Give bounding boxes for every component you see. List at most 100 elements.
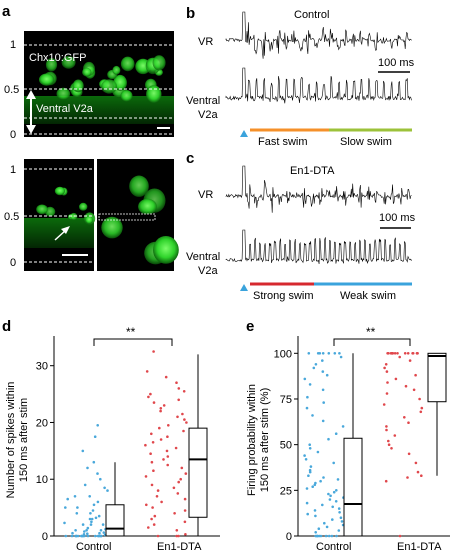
panel-c-scalebar-label: 100 ms	[379, 212, 416, 224]
panel-d-yticks: 0 10 20 30	[36, 361, 54, 543]
data-point	[71, 531, 74, 535]
panel-b-slow-label: Slow swim	[340, 136, 392, 148]
data-point	[152, 469, 155, 473]
data-point	[334, 500, 338, 503]
ytick-label: 75	[280, 394, 292, 406]
tick-a-top-0: 0	[10, 129, 16, 141]
data-point	[394, 377, 398, 381]
gfp-cell	[54, 186, 65, 196]
data-point	[97, 514, 101, 518]
ytick-label: 10	[36, 474, 48, 486]
tick-a-top-1: 1	[10, 39, 16, 51]
data-point	[88, 495, 91, 498]
data-point	[150, 460, 154, 464]
data-point	[149, 392, 152, 396]
gfp-cell	[153, 236, 179, 264]
tick-a-bot-05: 0.5	[4, 211, 19, 223]
data-point	[327, 492, 330, 496]
gfp-cell	[112, 65, 121, 75]
data-point	[316, 450, 320, 454]
panel-e-xtick-en1dta: En1-DTA	[397, 541, 442, 550]
data-point	[307, 474, 310, 478]
data-point	[175, 529, 179, 532]
panel-e-significance: **	[366, 325, 376, 339]
panel-b-vr-trace	[225, 11, 412, 59]
microscopy-bottom-left	[24, 159, 94, 271]
gfp-cell	[129, 175, 149, 197]
data-point	[317, 527, 321, 530]
data-point	[86, 526, 90, 530]
data-point	[307, 352, 311, 355]
data-point	[321, 419, 325, 423]
data-point	[164, 375, 168, 379]
data-point	[314, 534, 318, 538]
panel-d-ylabel-1: Number of spikes within	[5, 382, 17, 499]
data-point	[403, 352, 407, 355]
panel-e-points	[303, 352, 424, 538]
data-point	[165, 449, 169, 453]
panel-b-v2a-label-2: V2a	[198, 109, 218, 121]
data-point	[91, 509, 95, 512]
trace-path	[225, 67, 412, 104]
panel-e-yticks: 0 25 50 75 100	[274, 348, 298, 543]
data-point	[183, 509, 187, 512]
data-point	[403, 416, 406, 419]
data-point	[156, 489, 160, 492]
data-point	[335, 534, 338, 538]
data-point	[70, 534, 74, 538]
data-point	[306, 512, 310, 516]
panel-c-title: En1-DTA	[290, 165, 335, 177]
gfp-cell	[82, 67, 92, 77]
data-point	[156, 534, 160, 538]
data-point	[420, 406, 424, 410]
panel-b-v2a-label-1: Ventral	[186, 95, 220, 107]
ytick-label: 100	[274, 348, 292, 360]
data-point	[106, 489, 109, 492]
data-point	[335, 489, 338, 492]
data-point	[144, 475, 148, 478]
data-point	[406, 476, 409, 479]
data-point	[415, 352, 419, 355]
data-point	[82, 533, 86, 536]
arrow-pointer	[54, 226, 70, 241]
panel-b-vr-label: VR	[198, 36, 213, 48]
data-point	[64, 506, 67, 509]
panel-b-scalebar-label: 100 ms	[378, 57, 415, 69]
data-point	[305, 406, 309, 410]
data-point	[86, 534, 90, 538]
data-point	[182, 390, 186, 393]
gfp-cell	[120, 90, 133, 102]
data-point	[329, 494, 332, 498]
data-point	[304, 458, 308, 461]
gfp-cell	[101, 216, 123, 239]
data-point	[75, 512, 79, 515]
panel-a-letter: a	[2, 3, 11, 20]
data-point	[407, 452, 411, 456]
data-point	[179, 477, 182, 481]
data-point	[393, 352, 397, 355]
data-point	[99, 529, 103, 532]
data-point	[385, 392, 389, 395]
data-point	[407, 421, 410, 425]
ytick-label: 20	[36, 417, 48, 429]
ytick-label: 50	[280, 440, 292, 452]
data-point	[314, 514, 317, 518]
data-point	[316, 534, 319, 538]
panel-e-axes	[297, 336, 450, 537]
panel-b-title: Control	[294, 9, 329, 21]
data-point	[308, 468, 312, 472]
data-point	[308, 443, 312, 447]
data-point	[174, 446, 178, 450]
data-point	[387, 352, 390, 355]
data-point	[314, 363, 318, 366]
data-point	[73, 495, 77, 498]
data-point	[384, 479, 388, 483]
data-point	[66, 497, 69, 501]
data-point	[382, 403, 386, 406]
data-point	[162, 404, 166, 407]
panel-b-letter: b	[186, 5, 195, 22]
data-point	[166, 455, 170, 458]
gfp-cells-top	[39, 55, 166, 103]
data-point	[406, 352, 410, 355]
